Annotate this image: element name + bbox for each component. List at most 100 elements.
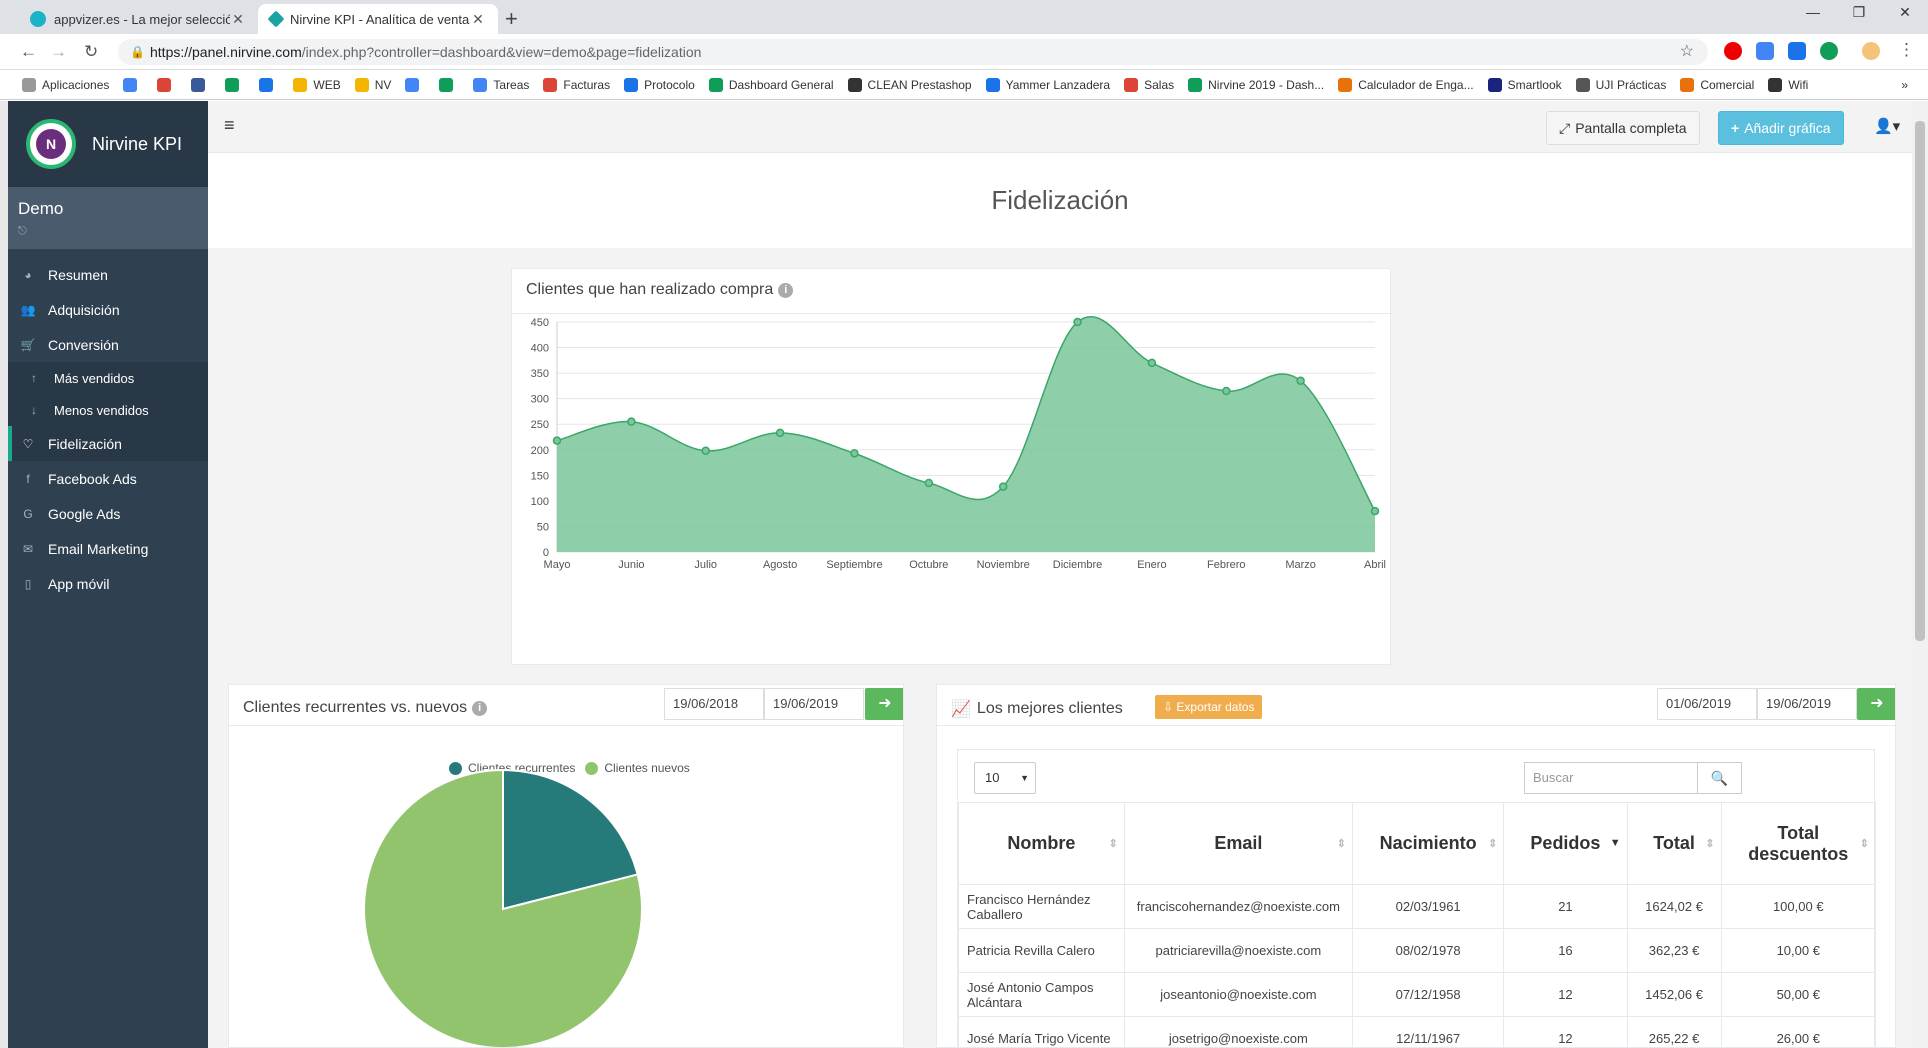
- bookmark-item[interactable]: CLEAN Prestashop: [847, 77, 972, 92]
- bookmark-item[interactable]: WEB: [293, 77, 341, 92]
- minimize-icon[interactable]: —: [1806, 4, 1820, 20]
- page-scrollbar[interactable]: [1912, 101, 1928, 1048]
- opera-extension-icon[interactable]: [1724, 42, 1742, 60]
- bookmark-item[interactable]: Comercial: [1680, 77, 1754, 92]
- bookmark-item[interactable]: Calculador de Enga...: [1338, 77, 1474, 92]
- sidebar-item-facebook-ads[interactable]: f Facebook Ads: [8, 461, 208, 496]
- table-row[interactable]: Francisco Hernández Caballero franciscohe…: [958, 884, 1877, 929]
- sidebar-item-google-ads[interactable]: G Google Ads: [8, 496, 208, 531]
- bookmark-item[interactable]: [191, 77, 211, 92]
- column-header[interactable]: Nombre ⇕: [958, 802, 1125, 885]
- sidebar-item-app-móvil[interactable]: ▯ App móvil: [8, 566, 208, 601]
- bookmark-item[interactable]: [123, 77, 143, 92]
- bookmark-item[interactable]: UJI Prácticas: [1575, 77, 1666, 92]
- recurrent-date-from[interactable]: 19/06/2018: [664, 688, 764, 720]
- bookmark-item[interactable]: Tareas: [473, 77, 529, 92]
- back-icon[interactable]: ←: [20, 42, 37, 61]
- nirvine-favicon-icon: [267, 10, 285, 28]
- new-tab-icon[interactable]: +: [505, 6, 518, 31]
- sidebar-item-menos-vendidos[interactable]: ↓ Menos vendidos: [8, 394, 208, 426]
- sidebar-item-fidelización[interactable]: ♡ Fidelización: [8, 426, 208, 461]
- page-length-select[interactable]: 10 ▼: [974, 762, 1036, 794]
- info-icon[interactable]: i: [778, 282, 794, 298]
- fullscreen-button[interactable]: ⤢ Pantalla completa: [1546, 111, 1700, 145]
- bookmark-item[interactable]: Salas: [1124, 77, 1174, 92]
- sync-extension-icon[interactable]: [1820, 42, 1838, 60]
- column-header[interactable]: Email ⇕: [1123, 802, 1353, 885]
- browser-menu-icon[interactable]: ⋮: [1898, 40, 1915, 59]
- bookmark-item[interactable]: Aplicaciones: [22, 77, 109, 92]
- sidebar-item-conversión[interactable]: 🛒 Conversión: [8, 327, 208, 362]
- bookmark-item[interactable]: [405, 77, 425, 92]
- search-input[interactable]: Buscar 🔍: [1524, 762, 1742, 794]
- url-field[interactable]: 🔒 https://panel.nirvine.com/index.php?co…: [118, 39, 1708, 65]
- sidebar-item-más-vendidos[interactable]: ↑ Más vendidos: [8, 362, 208, 394]
- browser-tab-appvizer[interactable]: appvizer.es - La mejor selección d ✕: [18, 4, 258, 34]
- sidebar-item-resumen[interactable]: ◕ Resumen: [8, 257, 208, 292]
- bookmark-item[interactable]: Smartlook: [1487, 77, 1562, 92]
- sidebar-item-email-marketing[interactable]: ✉ Email Marketing: [8, 531, 208, 566]
- menu-toggle-icon[interactable]: ≡: [224, 115, 235, 135]
- bookmark-label: Yammer Lanzadera: [1005, 77, 1111, 92]
- table-row[interactable]: José María Trigo Vicente josetrigo@noexis…: [958, 1016, 1877, 1047]
- add-chart-button[interactable]: + Añadir gráfica: [1718, 111, 1844, 145]
- search-icon[interactable]: 🔍: [1697, 763, 1741, 793]
- table-cell: 08/02/1978: [1351, 928, 1505, 973]
- table-row[interactable]: Patricia Revilla Calero patriciarevilla@n…: [958, 928, 1877, 973]
- user-menu-icon[interactable]: 👤▾: [1874, 118, 1901, 135]
- bookmark-item[interactable]: [439, 77, 459, 92]
- best-date-from[interactable]: 01/06/2019: [1657, 688, 1757, 720]
- legend-swatch-new: [585, 761, 599, 775]
- bookmark-item[interactable]: Protocolo: [624, 77, 695, 92]
- bookmark-item[interactable]: Nirvine 2019 - Dash...: [1188, 77, 1324, 92]
- column-header[interactable]: Total ⇕: [1626, 802, 1722, 885]
- sidebar-item-adquisición[interactable]: 👥 Adquisición: [8, 292, 208, 327]
- scrollbar-thumb[interactable]: [1915, 121, 1925, 641]
- bookmark-favicon-icon: [543, 77, 558, 92]
- best-date-to[interactable]: 19/06/2019: [1757, 688, 1857, 720]
- pie-slice: [363, 768, 643, 1047]
- restore-icon[interactable]: ❐: [1852, 4, 1866, 20]
- brand[interactable]: N Nirvine KPI: [8, 101, 208, 187]
- table-row[interactable]: José Antonio Campos Alcántara joseantonio…: [958, 972, 1877, 1017]
- recurrent-go-button[interactable]: ➜: [865, 688, 903, 720]
- column-header[interactable]: Total descuentos ⇕: [1720, 802, 1877, 885]
- bookmark-item[interactable]: [157, 77, 177, 92]
- bookmarks-overflow-icon[interactable]: »: [1901, 77, 1908, 92]
- reload-icon[interactable]: ↻: [84, 42, 99, 61]
- close-tab-icon[interactable]: ✕: [472, 10, 484, 27]
- close-tab-icon[interactable]: ✕: [232, 10, 244, 27]
- bookmark-item[interactable]: Dashboard General: [708, 77, 834, 92]
- screen-extension-icon[interactable]: [1788, 42, 1806, 60]
- info-icon[interactable]: i: [472, 700, 488, 716]
- close-window-icon[interactable]: ✕: [1899, 4, 1911, 20]
- profile-avatar[interactable]: [1862, 42, 1880, 60]
- google-extension-icon[interactable]: [1756, 42, 1774, 60]
- expand-icon: ⤢: [1559, 119, 1571, 136]
- column-header[interactable]: Nacimiento ⇕: [1351, 802, 1505, 885]
- sort-icon: ⇕: [1859, 838, 1869, 850]
- browser-tab-nirvine[interactable]: Nirvine KPI - Analítica de ventas ✕: [258, 4, 498, 34]
- bookmark-star-icon[interactable]: ☆: [1679, 43, 1694, 60]
- logout-icon[interactable]: ⎋: [18, 225, 27, 237]
- address-bar-row: ← → ↻ 🔒 https://panel.nirvine.com/index.…: [0, 34, 1928, 70]
- bookmark-item[interactable]: [225, 77, 245, 92]
- forward-icon[interactable]: →: [50, 42, 67, 61]
- page-title: Fidelización: [991, 185, 1129, 215]
- sort-icon: ⇕: [1488, 838, 1498, 850]
- bookmark-label: Calculador de Enga...: [1358, 77, 1474, 92]
- window-left-edge: [0, 101, 8, 1048]
- best-go-button[interactable]: ➜: [1857, 688, 1895, 720]
- bookmark-item[interactable]: [259, 77, 279, 92]
- table-cell: 12/11/1967: [1351, 1016, 1505, 1047]
- bookmark-item[interactable]: NV: [354, 77, 391, 92]
- bookmark-label: CLEAN Prestashop: [867, 77, 972, 92]
- export-data-button[interactable]: ⇩ Exportar datos: [1155, 695, 1263, 719]
- recurrent-date-to[interactable]: 19/06/2019: [764, 688, 864, 720]
- bookmark-item[interactable]: Yammer Lanzadera: [985, 77, 1111, 92]
- column-header[interactable]: Pedidos ▼: [1503, 802, 1628, 885]
- bookmark-item[interactable]: Facturas: [543, 77, 610, 92]
- bookmark-item[interactable]: Wifi: [1768, 77, 1808, 92]
- arrow-down-icon: ↓: [31, 403, 37, 417]
- sidebar-item-label: Más vendidos: [54, 370, 135, 386]
